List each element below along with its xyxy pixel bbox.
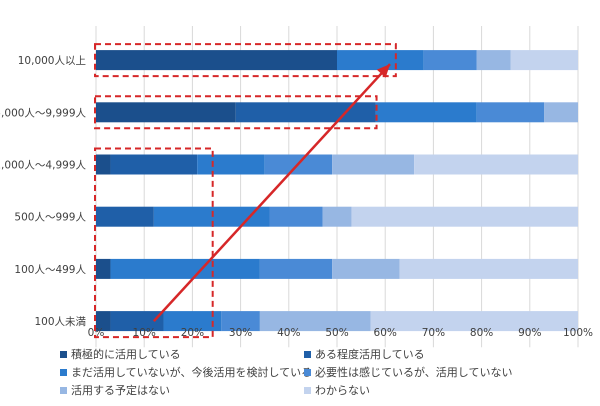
legend-item: ある程度活用している bbox=[304, 346, 425, 362]
x-tick-label: 20% bbox=[181, 327, 204, 339]
highlight-box bbox=[94, 95, 378, 130]
annotations bbox=[94, 43, 397, 339]
bar-segment bbox=[337, 50, 424, 71]
trend-arrow bbox=[152, 63, 391, 322]
bar-segment bbox=[332, 154, 415, 175]
bar-segment bbox=[476, 50, 511, 71]
category-label: 1,000人～4,999人 bbox=[0, 160, 86, 172]
bar-segment bbox=[96, 258, 111, 279]
bar-segment bbox=[259, 311, 371, 332]
legend-label: 積極的に活用している bbox=[71, 348, 181, 361]
x-tick-label: 0% bbox=[88, 327, 105, 339]
bar-segment bbox=[322, 206, 352, 227]
y-axis-labels: 10,000人以上 5,000人～9,999人 1,000人～4,999人 500人～… bbox=[0, 55, 86, 328]
category-label: 5,000人～9,999人 bbox=[0, 107, 86, 119]
bar-segment bbox=[96, 154, 111, 175]
category-label: 100人未満 bbox=[34, 316, 86, 328]
bar-segment bbox=[96, 50, 337, 71]
legend-label: まだ活用していないが、今後活用を検討している bbox=[71, 366, 313, 379]
legend-label: 必要性は感じているが、活用していない bbox=[315, 366, 513, 379]
arrow-head bbox=[376, 64, 391, 78]
legend-item: わからない bbox=[304, 382, 370, 398]
legend-swatch bbox=[304, 368, 311, 376]
x-axis-labels: 0% 10% 20% 30% 40% 50% 60% 70% 80% 90% 100% bbox=[88, 327, 593, 339]
legend-swatch bbox=[304, 350, 311, 358]
bar-segment bbox=[269, 206, 323, 227]
legend-label: 活用する予定はない bbox=[71, 384, 170, 397]
bar-segment bbox=[399, 258, 578, 279]
bar-segment bbox=[351, 206, 578, 227]
x-tick-label: 90% bbox=[518, 327, 541, 339]
bar-segment bbox=[221, 311, 260, 332]
legend-swatch bbox=[60, 368, 67, 376]
bar-segment bbox=[163, 311, 222, 332]
bar-segment bbox=[423, 50, 477, 71]
x-tick-label: 30% bbox=[229, 327, 252, 339]
legend-label: わからない bbox=[315, 384, 370, 397]
bar-segment bbox=[544, 102, 578, 123]
legend-item: 活用する予定はない bbox=[60, 382, 170, 398]
bar-segment bbox=[332, 258, 400, 279]
category-label: 10,000人以上 bbox=[18, 55, 86, 67]
bar-segment bbox=[510, 50, 578, 71]
category-label: 100人～499人 bbox=[14, 264, 86, 276]
bar-segment bbox=[110, 258, 260, 279]
bar-segment bbox=[96, 102, 236, 123]
x-tick-label: 40% bbox=[277, 327, 300, 339]
bar-segment bbox=[96, 206, 154, 227]
x-tick-label: 50% bbox=[325, 327, 348, 339]
legend-item: 必要性は感じているが、活用していない bbox=[304, 364, 512, 380]
bar-segment bbox=[259, 258, 333, 279]
legend-label: ある程度活用している bbox=[315, 348, 425, 361]
category-label: 500人～999人 bbox=[14, 212, 86, 224]
x-tick-label: 60% bbox=[374, 327, 397, 339]
bar-segment bbox=[476, 102, 545, 123]
x-tick-label: 10% bbox=[133, 327, 156, 339]
bars bbox=[96, 50, 578, 332]
bar-segment bbox=[110, 311, 164, 332]
legend-swatch bbox=[60, 350, 67, 358]
legend-item: 積極的に活用している bbox=[60, 346, 181, 362]
bar-segment bbox=[110, 154, 198, 175]
x-tick-label: 70% bbox=[422, 327, 445, 339]
x-tick-label: 100% bbox=[563, 327, 593, 339]
bar-segment bbox=[96, 311, 111, 332]
highlight-box bbox=[94, 147, 214, 339]
highlight-box bbox=[94, 43, 397, 78]
bar-segment bbox=[414, 154, 578, 175]
legend-item: まだ活用していないが、今後活用を検討している bbox=[60, 364, 312, 380]
legend-swatch bbox=[60, 386, 67, 394]
bar-segment bbox=[375, 102, 477, 123]
legend-swatch bbox=[304, 386, 311, 394]
x-tick-label: 80% bbox=[470, 327, 493, 339]
bar-segment bbox=[197, 154, 265, 175]
bar-segment bbox=[235, 102, 376, 123]
bar-segment bbox=[370, 311, 578, 332]
gridlines bbox=[95, 26, 579, 348]
